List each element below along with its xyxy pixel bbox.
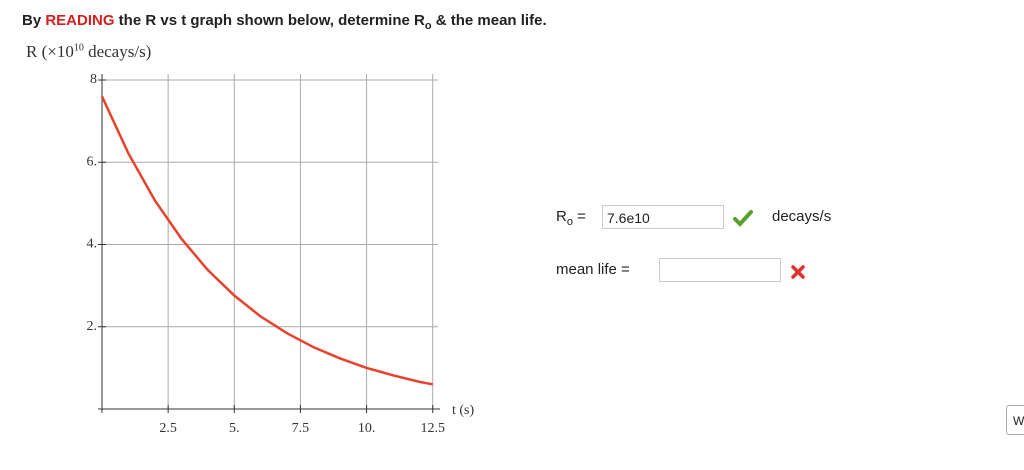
x-tick-label: 7.5 (292, 421, 310, 436)
x-tick-label: 10. (358, 421, 376, 436)
correct-icon (733, 210, 753, 227)
question-highlight: READING (45, 12, 115, 29)
y-axis-label-text: decays/s) (83, 42, 152, 61)
x-axis-label: t (s) (452, 403, 475, 418)
button[interactable]: W (1006, 405, 1024, 435)
y-tick-label: 6. (87, 154, 98, 169)
y-axis-label-text: R (×10 (26, 42, 74, 61)
r0-label-subscript: o (566, 216, 573, 228)
r0-label-text: R (556, 208, 567, 225)
r0-label: Ro = (556, 208, 586, 228)
y-tick-label: 4. (87, 237, 98, 252)
r0-input[interactable]: 7.6e10 (602, 205, 724, 229)
question: By READING the R vs t graph shown below,… (22, 12, 547, 32)
question-text: By (22, 12, 46, 29)
y-axis-label: R (×1010 decays/s) (26, 42, 151, 62)
question-text: the R vs t graph shown below, determine … (114, 12, 425, 29)
mean-life-input[interactable] (659, 258, 781, 282)
y-tick-label: 8 (90, 72, 97, 87)
question-subscript: o (424, 20, 432, 32)
x-tick-label: 2.5 (159, 421, 177, 436)
x-tick-label: 12.5 (420, 421, 445, 436)
r0-unit: decays/s (772, 208, 832, 225)
r0-label-text: = (572, 208, 586, 225)
question-text: & the mean life. (431, 12, 547, 29)
x-tick-label: 5. (229, 421, 240, 436)
decay-curve (100, 95, 433, 386)
mean-life-label: mean life = (556, 261, 630, 278)
incorrect-icon (791, 265, 805, 279)
graph: 2.5 5. 7.5 10. 12.5 2. 4. 6. 8 t (s) (87, 72, 475, 436)
y-axis-label-exponent: 10 (73, 42, 84, 54)
y-tick-label: 2. (87, 319, 98, 334)
